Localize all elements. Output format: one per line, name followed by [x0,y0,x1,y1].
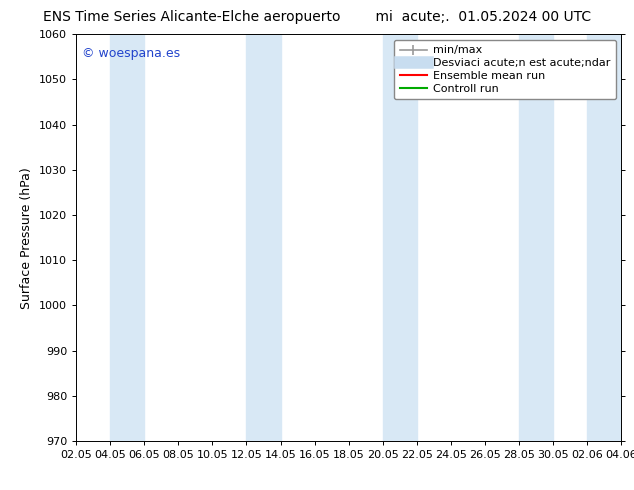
Bar [519,34,553,441]
Bar [383,34,417,441]
Bar [110,34,144,441]
Bar [247,34,280,441]
Legend: min/max, Desviaci acute;n est acute;ndar, Ensemble mean run, Controll run: min/max, Desviaci acute;n est acute;ndar… [394,40,616,99]
Text: © woespana.es: © woespana.es [82,47,179,59]
Text: ENS Time Series Alicante-Elche aeropuerto        mi  acute;.  01.05.2024 00 UTC: ENS Time Series Alicante-Elche aeropuert… [43,10,591,24]
Y-axis label: Surface Pressure (hPa): Surface Pressure (hPa) [20,167,34,309]
Bar [587,34,621,441]
